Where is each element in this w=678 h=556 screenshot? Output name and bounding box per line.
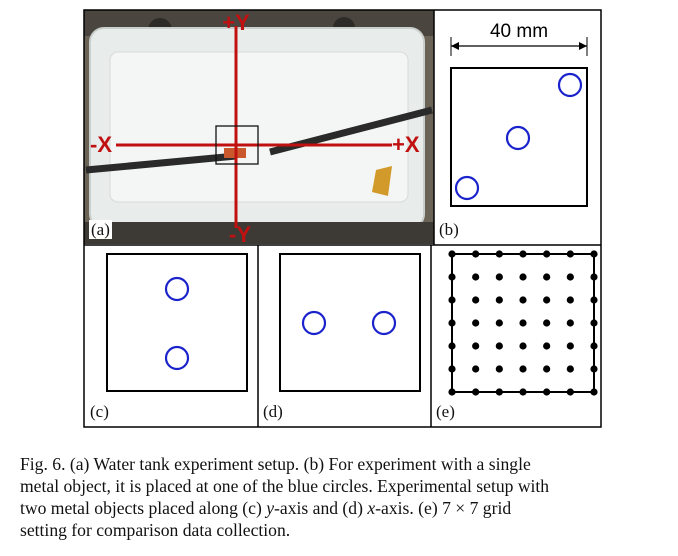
grid-dot (495, 296, 503, 304)
caption-line: setting for comparison data collection. (20, 520, 291, 540)
grid-dot (472, 365, 480, 373)
grid-dot (590, 273, 598, 281)
grid-dot (472, 273, 480, 281)
axis-label-plus-y: +Y (222, 10, 250, 35)
grid-dot (590, 319, 598, 327)
figure-caption: Fig. 6. (a) Water tank experiment setup.… (20, 453, 660, 541)
target-circle (371, 310, 397, 336)
grid-dot (590, 388, 598, 396)
target-circle (164, 276, 190, 302)
grid-dot (543, 388, 551, 396)
grid-dot (448, 250, 456, 258)
grid-dot (495, 342, 503, 350)
grid-dot (448, 365, 456, 373)
grid-dot (543, 250, 551, 258)
grid-dot (543, 342, 551, 350)
grid-dot (566, 273, 574, 281)
axis-label-minus-y: -Y (229, 222, 251, 247)
figure-panels: +Y -Y +X -X 40 mm (83, 9, 602, 428)
grid-dot (472, 296, 480, 304)
panel-label-b: (b) (437, 220, 461, 239)
grid-dot (543, 273, 551, 281)
target-circle (557, 72, 583, 98)
panel-label-a: (a) (89, 220, 112, 239)
grid-dot (519, 319, 527, 327)
grid-dot (472, 342, 480, 350)
panel-c-diagram (106, 253, 248, 392)
grid-dot (543, 319, 551, 327)
grid-dot (566, 342, 574, 350)
panel-b-diagram (450, 37, 588, 207)
grid-dot (543, 296, 551, 304)
grid-dot (519, 296, 527, 304)
dimension-label: 40 mm (490, 21, 548, 42)
panel-e-diagram (448, 250, 598, 396)
figure-frame (83, 9, 602, 428)
axis-label-minus-x: -X (90, 132, 112, 157)
grid-dot (448, 319, 456, 327)
grid-dot (472, 388, 480, 396)
grid-dot (590, 365, 598, 373)
grid-dot (566, 365, 574, 373)
grid-dot (566, 250, 574, 258)
grid-dot (519, 342, 527, 350)
grid-dot (448, 273, 456, 281)
grid-dot (495, 388, 503, 396)
grid-dot (495, 365, 503, 373)
grid-dot (519, 273, 527, 281)
grid-dot (495, 250, 503, 258)
panel-label-d: (d) (261, 402, 285, 421)
panel-label-c: (c) (88, 402, 111, 421)
panel-a-photo (84, 10, 434, 244)
axis-label-plus-x: +X (392, 132, 420, 157)
figure-6: +Y -Y +X -X 40 mm (83, 9, 602, 428)
grid-dot (519, 365, 527, 373)
caption-line: Fig. 6. (a) Water tank experiment setup.… (20, 454, 531, 474)
panel-d-diagram (279, 253, 421, 392)
grid-dot (519, 388, 527, 396)
grid-dot (472, 319, 480, 327)
grid-dot (566, 319, 574, 327)
grid-dot (495, 273, 503, 281)
target-circle (164, 345, 190, 371)
caption-line: metal object, it is placed at one of the… (20, 476, 550, 496)
grid-dot (590, 342, 598, 350)
target-circle (301, 310, 327, 336)
grid-dot (472, 250, 480, 258)
target-circle (454, 175, 480, 201)
panel-label-e: (e) (434, 402, 457, 421)
grid-dot (566, 296, 574, 304)
grid-dot (519, 250, 527, 258)
grid-dots (448, 250, 598, 396)
grid-dot (448, 342, 456, 350)
grid-dot (566, 388, 574, 396)
grid-dot (448, 296, 456, 304)
grid-dot (543, 365, 551, 373)
target-circle (505, 125, 531, 151)
grid-dot (495, 319, 503, 327)
grid-dot (590, 296, 598, 304)
caption-line: two metal objects placed along (c) y-axi… (20, 498, 512, 518)
grid-dot (590, 250, 598, 258)
grid-dot (448, 388, 456, 396)
